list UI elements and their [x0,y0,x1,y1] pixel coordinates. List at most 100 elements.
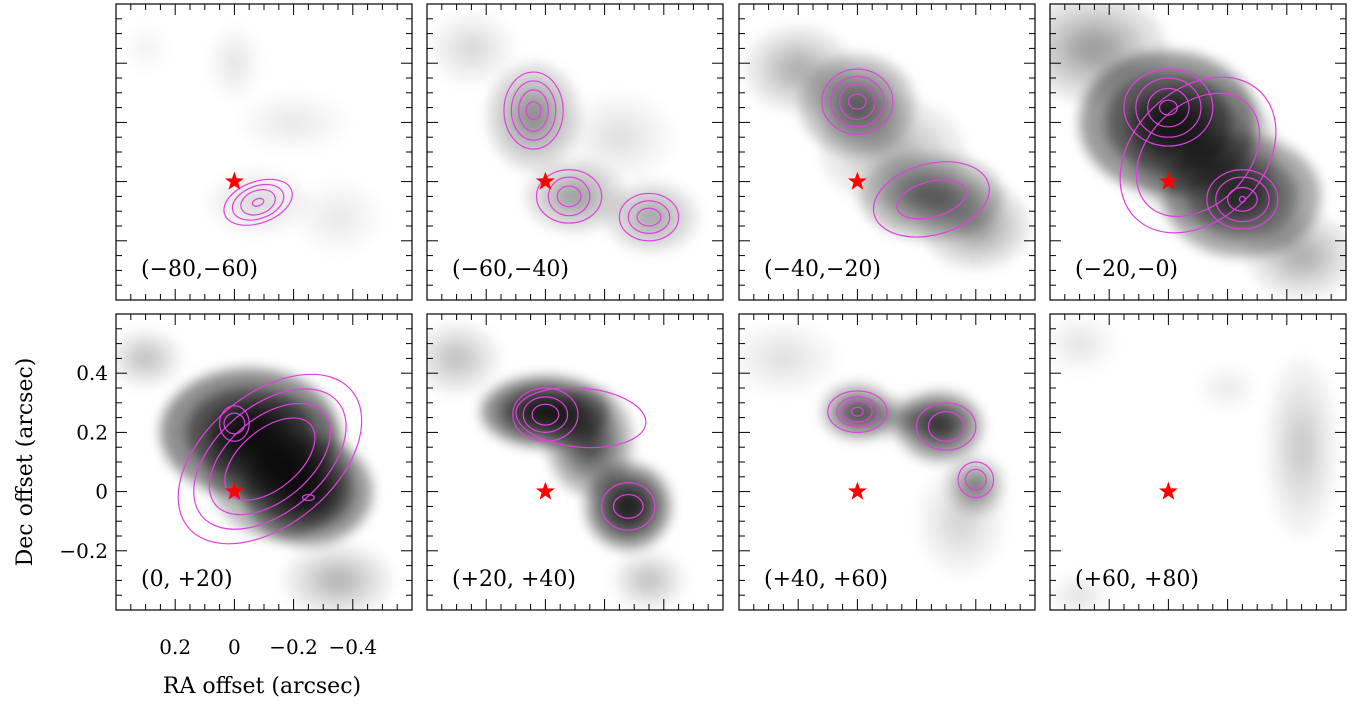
intensity-blob [444,348,469,369]
source-star-marker [535,171,555,190]
channel-panel: (+60, +80) [1049,313,1347,611]
velocity-range-label: (−60,−40) [452,257,569,282]
intensity-blob [1070,336,1090,352]
contour-group [821,68,990,238]
channel-panel: (−60,−40) [426,3,724,301]
contour-line [522,396,569,434]
x-axis-label: RA offset (arcsec) [163,674,361,699]
contour-line [916,402,977,451]
contour-line [1135,92,1261,218]
contour-line [223,412,246,435]
contour-line [218,405,250,442]
contour-group [512,386,656,531]
contour-line [525,101,542,121]
channel-panel: (+20, +40) [426,313,724,611]
intensity-blob [1220,382,1236,394]
intensity-blob [228,53,242,73]
contour-line [830,75,885,128]
source-star-marker [535,481,555,500]
panel-background [116,4,412,300]
contour-line [601,482,656,531]
velocity-range-label: (0, +20) [141,567,233,592]
intensity-blob [244,194,271,212]
intensity-blob [578,426,602,456]
contour-line [839,83,876,121]
contour-line [510,80,557,141]
intensity-map [116,329,392,610]
contour-line [535,169,603,224]
intensity-blob [769,349,798,369]
y-tick-label: 0.2 [76,420,108,444]
contour-line [1119,76,1277,234]
intensity-map [427,322,685,609]
intensity-blob [949,506,973,536]
contour-line [556,185,582,208]
y-tick-label: 0.4 [76,361,108,385]
contour-line [927,411,965,442]
contour-line [850,406,864,417]
contour-line [1215,176,1270,223]
intensity-map [1070,336,1338,536]
intensity-blob [783,57,813,81]
contour-line [618,192,680,242]
intensity-map [769,349,1005,575]
contour-line [964,468,987,491]
contour-group [1119,68,1279,234]
intensity-blob [323,570,353,591]
contour-line [503,71,564,150]
contour-group [503,71,680,242]
contour-group [223,178,293,226]
velocity-range-label: (+60, +80) [1075,567,1199,592]
contour-line [612,493,644,519]
contour-line [515,386,647,449]
velocity-range-label: (−20,−0) [1075,257,1178,282]
intensity-blob [259,448,299,488]
contour-line [1206,169,1279,230]
contour-line [512,387,579,442]
contour-line [847,93,867,110]
source-star-marker [847,171,867,190]
contour-line [531,403,560,426]
contour-line [827,390,888,433]
contour-line [223,178,293,226]
x-tick-label: −0.4 [329,635,378,659]
y-tick-label: −0.2 [59,539,108,563]
contour-line [177,373,363,545]
contour-line [231,183,285,221]
intensity-blob [520,101,547,132]
channel-panel: (0, +20) 0.2 0 −0.2 −0.4 0.4 0.2 0 −0.2 [59,313,413,659]
contour-line [896,179,967,220]
contour-line [1226,186,1258,212]
source-star-marker [224,481,244,500]
contour-line [872,161,990,238]
source-star-marker [847,481,867,500]
intensity-blob [460,39,483,59]
contour-line [547,176,591,217]
channel-panel: (−20,−0) [1049,3,1347,301]
intensity-blob [882,411,922,424]
contour-line [193,388,347,530]
intensity-blob [1074,33,1114,64]
intensity-blob [279,115,308,131]
contour-line [1135,77,1202,138]
contour-line [518,89,549,132]
intensity-blob [961,214,991,238]
contour-line [821,68,894,135]
channel-panel: (−40,−20) [738,3,1036,301]
intensity-blob [1184,132,1224,172]
contour-group [177,373,363,545]
contour-line [251,197,265,207]
source-star-marker [1158,171,1178,190]
intensity-blob [639,572,659,589]
channel-panel: (+40, +60) [738,313,1036,611]
contour-line [627,200,671,234]
contour-line [636,207,662,227]
panel-background [427,4,723,300]
source-star-marker [224,171,244,190]
contour-line [1123,68,1214,147]
contour-line [224,417,316,501]
contour-line [836,396,879,428]
velocity-range-label: (−80,−60) [141,257,258,282]
contour-line [240,189,276,216]
contour-line [1147,87,1190,128]
